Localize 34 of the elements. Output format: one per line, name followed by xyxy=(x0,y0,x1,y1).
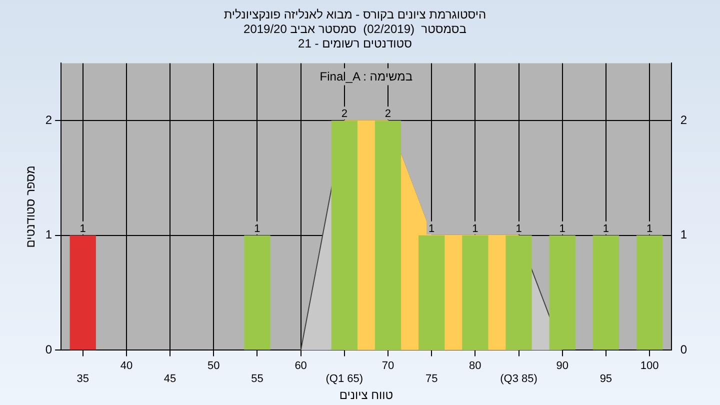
annotation: Final_A : במשימה xyxy=(320,70,413,84)
chart-title: היסטוגרמת ציונים בקורס - מבוא לאנליזה פונקציונלית בסמסטר (02/2019) סמסטר אביב 2019/20 סטודנטים רשומים - 21 xyxy=(224,8,486,50)
data-label: 1 xyxy=(254,222,260,235)
x-tick-label: (Q1 65) xyxy=(326,373,364,386)
data-label: 1 xyxy=(516,222,522,235)
y-tick-label: 2 xyxy=(45,112,52,127)
x-tick-label: 50 xyxy=(208,360,220,372)
data-label: 1 xyxy=(646,222,653,235)
x-tick-label: 60 xyxy=(294,360,307,372)
data-label: 2 xyxy=(341,108,348,120)
x-tick-label: 70 xyxy=(382,360,394,372)
x-axis-title: טווח ציונים xyxy=(339,388,394,402)
y2-tick-label: 2 xyxy=(680,112,688,127)
data-label: 2 xyxy=(384,108,392,120)
x-tick-label: 75 xyxy=(425,373,438,386)
x-tick-label: 100 xyxy=(640,360,659,372)
y-tick-label: 1 xyxy=(45,228,52,242)
data-label: 1 xyxy=(428,222,435,235)
x-tick-label: 40 xyxy=(120,360,133,372)
x-tick-label: (Q3 85) xyxy=(500,373,538,386)
x-tick-label: 35 xyxy=(76,373,89,386)
x-tick-label: 45 xyxy=(164,373,176,386)
x-tick-label: 55 xyxy=(251,373,264,386)
data-label: 1 xyxy=(559,222,566,235)
data-label: 1 xyxy=(80,222,86,235)
y2-tick-label: 0 xyxy=(680,342,688,357)
y2-tick-label: 1 xyxy=(680,228,688,242)
x-tick-label: 90 xyxy=(556,360,568,372)
data-label: 1 xyxy=(602,222,610,235)
y-axis-title: מספר סטודנטים xyxy=(24,166,38,248)
x-tick-label: 95 xyxy=(600,373,612,386)
data-label: 1 xyxy=(472,222,478,235)
x-tick-label: 80 xyxy=(469,360,482,372)
y-tick-label: 0 xyxy=(45,342,52,357)
